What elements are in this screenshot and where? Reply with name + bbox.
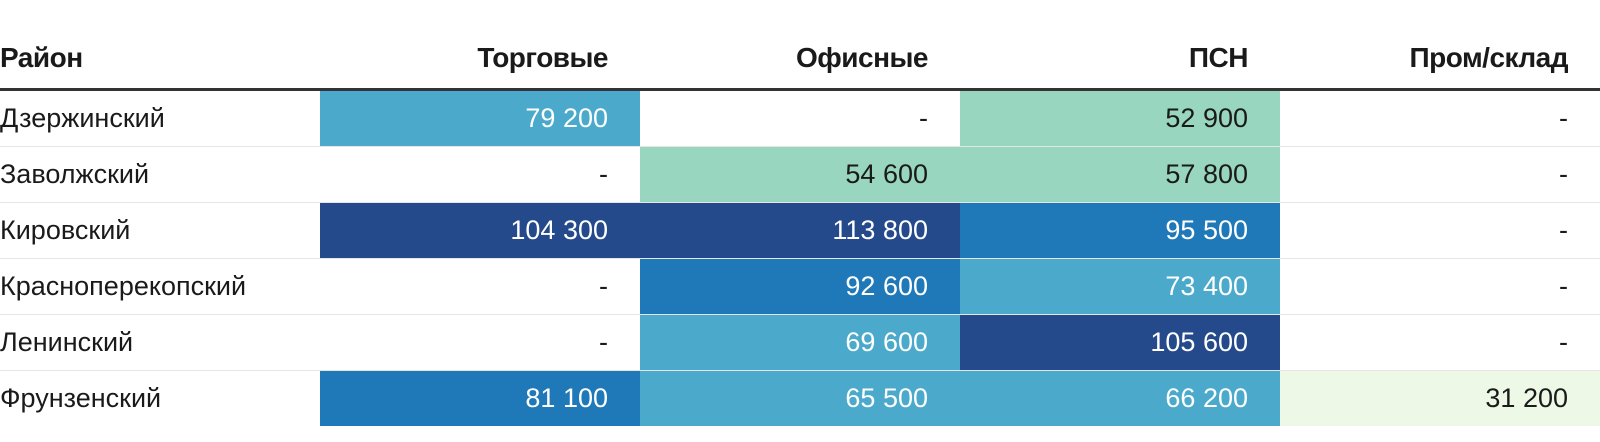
heatmap-cell: - — [320, 314, 640, 371]
table-row: Фрунзенский 81 100 65 500 66 200 31 200 — [0, 370, 1600, 426]
heatmap-cell: - — [1280, 89, 1600, 147]
heatmap-cell: 81 100 — [320, 370, 640, 426]
heatmap-cell: 52 900 — [960, 89, 1280, 147]
heatmap-table: Район Торговые Офисные ПСН Пром/склад Дз… — [0, 28, 1600, 426]
header-industrial: Пром/склад — [1280, 28, 1600, 91]
heatmap-cell: 54 600 — [640, 146, 960, 203]
header-psn: ПСН — [960, 28, 1280, 91]
table-body: Дзержинский 79 200-52 900- Заволжский -54 6… — [0, 89, 1600, 426]
table-row: Заволжский -54 600 57 800- — [0, 146, 1600, 203]
heatmap-cell: - — [320, 146, 640, 203]
heatmap-cell: 79 200 — [320, 89, 640, 147]
heatmap-cell: - — [1280, 314, 1600, 371]
heatmap-cell: - — [640, 89, 960, 147]
district-name: Дзержинский — [0, 89, 320, 147]
heatmap-cell: 105 600 — [960, 314, 1280, 371]
heatmap-cell: 113 800 — [640, 202, 960, 259]
heatmap-cell: 57 800 — [960, 146, 1280, 203]
district-name: Красноперекопский — [0, 258, 320, 315]
table-row: Красноперекопский -92 600 73 400- — [0, 258, 1600, 315]
heatmap-cell: 104 300 — [320, 202, 640, 259]
heatmap-cell: 31 200 — [1280, 370, 1600, 426]
heatmap-cell: - — [1280, 202, 1600, 259]
heatmap-cell: 66 200 — [960, 370, 1280, 426]
district-name: Заволжский — [0, 146, 320, 203]
heatmap-cell: 65 500 — [640, 370, 960, 426]
table-header: Район Торговые Офисные ПСН Пром/склад — [0, 28, 1600, 91]
heatmap-cell: - — [1280, 258, 1600, 315]
header-district: Район — [0, 28, 320, 91]
header-retail: Торговые — [320, 28, 640, 91]
heatmap-cell: - — [1280, 146, 1600, 203]
district-name: Ленинский — [0, 314, 320, 371]
table-row: Дзержинский 79 200-52 900- — [0, 89, 1600, 147]
header-row: Район Торговые Офисные ПСН Пром/склад — [0, 28, 1600, 91]
heatmap-cell: 69 600 — [640, 314, 960, 371]
header-office: Офисные — [640, 28, 960, 91]
heatmap-cell: - — [320, 258, 640, 315]
heatmap-cell: 92 600 — [640, 258, 960, 315]
district-name: Кировский — [0, 202, 320, 259]
table-row: Кировский 104 300 113 800 95 500- — [0, 202, 1600, 259]
heatmap-cell: 95 500 — [960, 202, 1280, 259]
table-row: Ленинский -69 600 105 600- — [0, 314, 1600, 371]
heatmap-cell: 73 400 — [960, 258, 1280, 315]
district-name: Фрунзенский — [0, 383, 162, 413]
